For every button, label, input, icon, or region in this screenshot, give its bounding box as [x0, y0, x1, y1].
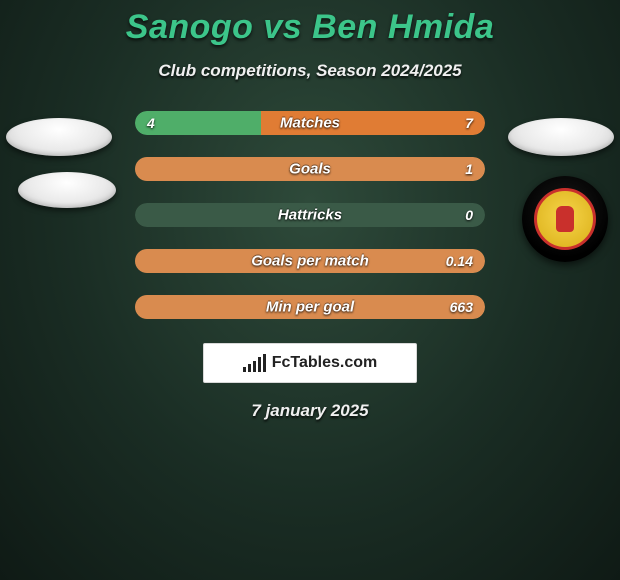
stat-row: Matches 4 7: [135, 111, 485, 135]
date-text: 7 january 2025: [0, 401, 620, 421]
stat-value-right: 1: [465, 161, 473, 177]
stat-label: Goals per match: [251, 253, 369, 270]
subtitle: Club competitions, Season 2024/2025: [0, 61, 620, 81]
player-left-photo-2: [18, 172, 116, 208]
stat-row: Goals per match 0.14: [135, 249, 485, 273]
stat-label: Min per goal: [266, 299, 354, 316]
player-right-photo: [508, 118, 614, 156]
stat-label: Matches: [280, 115, 340, 132]
stat-row: Min per goal 663: [135, 295, 485, 319]
bars-icon: [243, 354, 266, 372]
stat-value-right: 0.14: [446, 253, 473, 269]
stat-value-left: 4: [147, 115, 155, 131]
player-left-photo-1: [6, 118, 112, 156]
stat-value-right: 0: [465, 207, 473, 223]
brand-text: FcTables.com: [272, 354, 378, 372]
stat-label: Hattricks: [278, 207, 342, 224]
stat-row: Goals 1: [135, 157, 485, 181]
page-title: Sanogo vs Ben Hmida: [0, 0, 620, 47]
brand-footer[interactable]: FcTables.com: [203, 343, 417, 383]
club-badge-right: [522, 176, 608, 262]
stat-value-right: 7: [465, 115, 473, 131]
stat-row: Hattricks 0: [135, 203, 485, 227]
stat-label: Goals: [289, 161, 331, 178]
stat-value-right: 663: [450, 299, 473, 315]
